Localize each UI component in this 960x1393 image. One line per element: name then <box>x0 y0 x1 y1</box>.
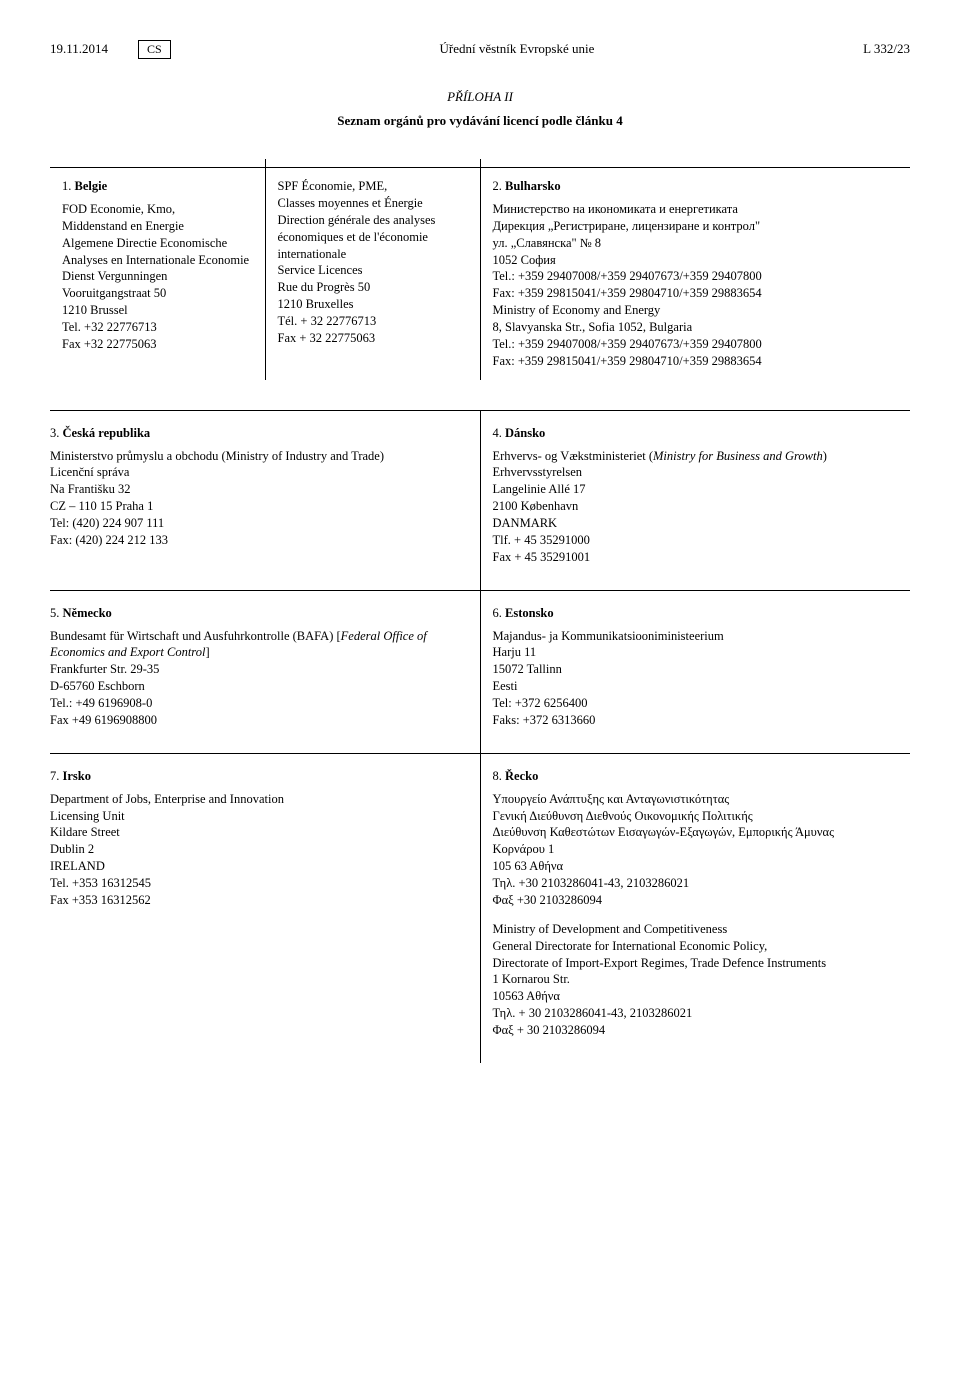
entry-lines: Ministerstvo průmyslu a obchodu (Ministr… <box>50 448 468 549</box>
entry-belgium-fr: SPF Économie, PME,Classes moyennes et Én… <box>265 168 480 380</box>
entry-bulgaria: 2. Bulharsko Министерство на икономиката… <box>480 168 910 380</box>
entry-lines: Ministry of Development and Competitiven… <box>493 921 911 1039</box>
entry-lines: Υπουργείο Ανάπτυξης και Ανταγωνιστικότητ… <box>493 791 911 909</box>
entry-lines: FOD Economie, Kmo,Middenstand en Energie… <box>62 201 253 353</box>
entry-belgium-nl: 1. Belgie FOD Economie, Kmo,Middenstand … <box>50 168 265 380</box>
entry-lines: ErhvervsstyrelsenLangelinie Allé 172100 … <box>493 464 911 565</box>
entry-germany: 5. Německo Bundesamt für Wirtschaft und … <box>50 590 480 753</box>
annex-subtitle: Seznam orgánů pro vydávání licencí podle… <box>50 113 910 129</box>
entries-rows-2-4: 3. Česká republika Ministerstvo průmyslu… <box>50 410 910 1063</box>
entry-greece: 8. Řecko Υπουργείο Ανάπτυξης και Ανταγων… <box>480 753 910 1063</box>
entry-estonia: 6. Estonsko Majandus- ja Kommunikatsioon… <box>480 590 910 753</box>
entries-row-1: 1. Belgie FOD Economie, Kmo,Middenstand … <box>50 159 910 380</box>
annex-title: PŘÍLOHA II <box>50 89 910 105</box>
header-journal-title: Úřední věstník Evropské unie <box>171 41 863 57</box>
entry-lines: Department of Jobs, Enterprise and Innov… <box>50 791 468 909</box>
entry-lines: Majandus- ja Kommunikatsiooniministeeriu… <box>493 628 911 729</box>
entry-lines: Министерство на икономиката и енергетика… <box>493 201 899 370</box>
header-language: CS <box>138 40 171 59</box>
entry-lines: SPF Économie, PME,Classes moyennes et Én… <box>278 178 468 347</box>
header-date: 19.11.2014 <box>50 41 108 57</box>
header-page-number: L 332/23 <box>863 41 910 57</box>
entry-czech: 3. Česká republika Ministerstvo průmyslu… <box>50 410 480 590</box>
entry-ireland: 7. Irsko Department of Jobs, Enterprise … <box>50 753 480 1063</box>
entry-denmark: 4. Dánsko Erhvervs- og Vækstministeriet … <box>480 410 910 590</box>
page-header: 19.11.2014 CS Úřední věstník Evropské un… <box>50 40 910 59</box>
entry-lines: Frankfurter Str. 29-35D-65760 EschbornTe… <box>50 661 468 729</box>
